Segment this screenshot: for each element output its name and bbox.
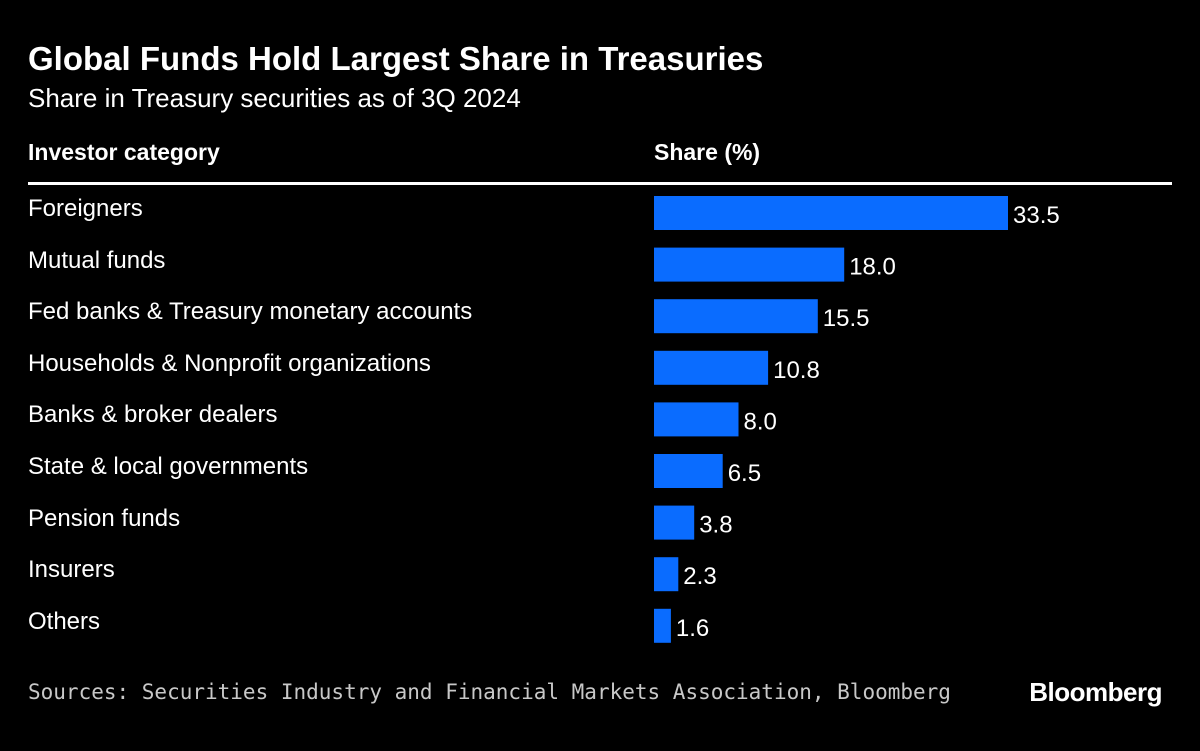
data-label: 2.3 <box>683 563 716 590</box>
data-label: 15.5 <box>823 305 870 332</box>
category-label: Insurers <box>28 556 115 584</box>
category-label: Mutual funds <box>28 246 166 274</box>
bar <box>654 402 739 437</box>
category-label: Fed banks & Treasury monetary accounts <box>28 298 473 326</box>
value-column-header: Share (%) <box>654 139 761 165</box>
bar <box>654 299 818 334</box>
data-label: 18.0 <box>849 254 896 281</box>
bar <box>654 247 845 282</box>
data-label: 6.5 <box>728 460 761 487</box>
bar <box>654 454 723 488</box>
bar <box>654 350 769 385</box>
data-label: 10.8 <box>773 357 820 384</box>
category-label: Foreigners <box>28 195 143 222</box>
chart-title: Global Funds Hold Largest Share in Treas… <box>28 40 764 77</box>
bar <box>654 557 679 592</box>
category-label: Banks & broker dealers <box>28 401 278 429</box>
chart-subtitle: Share in Treasury securities as of 3Q 20… <box>28 83 521 113</box>
bar <box>654 196 1008 230</box>
bar <box>654 608 671 643</box>
category-label: State & local governments <box>28 453 309 480</box>
source-note: Sources: Securities Industry and Financi… <box>28 680 951 704</box>
category-label: Pension funds <box>28 504 181 532</box>
data-label: 33.5 <box>1013 202 1060 229</box>
data-label: 8.0 <box>744 408 777 435</box>
category-column-header: Investor category <box>28 139 220 165</box>
data-label: 3.8 <box>699 512 732 539</box>
bar <box>654 505 695 540</box>
data-label: 1.6 <box>676 615 709 642</box>
category-label: Others <box>28 607 101 635</box>
category-label: Households & Nonprofit organizations <box>28 349 431 377</box>
bloomberg-logo: Bloomberg <box>1029 677 1162 707</box>
header-divider <box>28 182 1172 185</box>
